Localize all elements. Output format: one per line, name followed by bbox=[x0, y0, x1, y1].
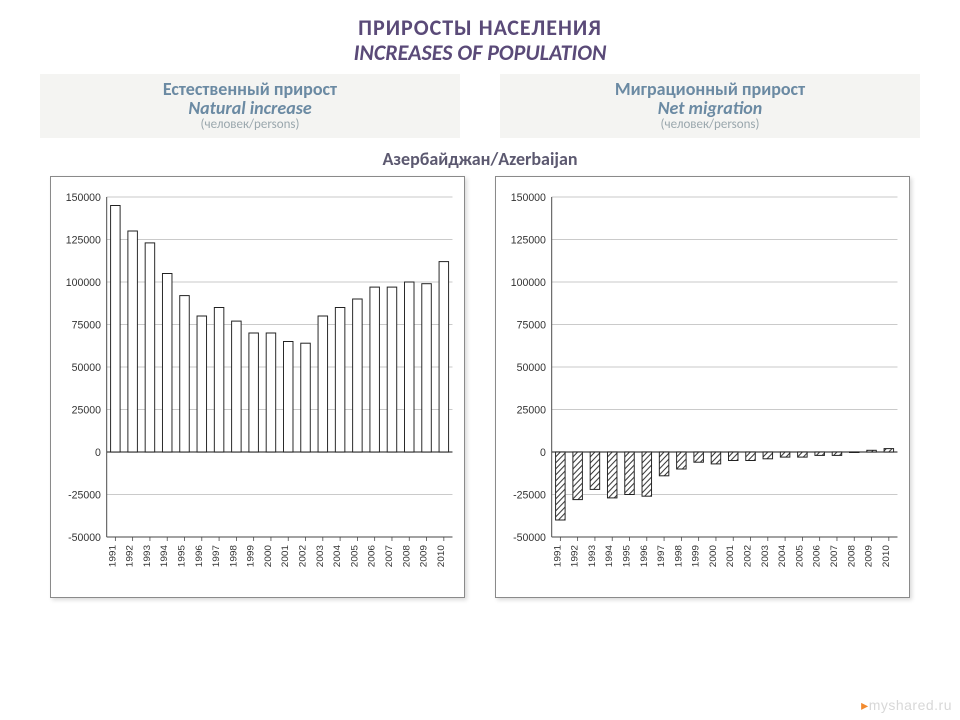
svg-text:50000: 50000 bbox=[517, 362, 546, 374]
country-label: Азербайджан/Azerbaijan bbox=[0, 148, 960, 170]
svg-text:2008: 2008 bbox=[401, 544, 412, 567]
watermark: ▸myshared.ru bbox=[861, 697, 952, 714]
svg-text:2010: 2010 bbox=[881, 544, 892, 567]
svg-text:1997: 1997 bbox=[656, 545, 667, 567]
svg-text:150000: 150000 bbox=[511, 192, 546, 204]
svg-text:125000: 125000 bbox=[66, 234, 101, 246]
svg-text:2009: 2009 bbox=[419, 545, 430, 567]
svg-text:1991: 1991 bbox=[553, 545, 564, 567]
chart-migration: -50000 -25000 0 25000 50000 75000 100000 125000… bbox=[495, 176, 910, 598]
svg-text:2010: 2010 bbox=[436, 544, 447, 567]
svg-text:1998: 1998 bbox=[674, 544, 685, 567]
title-ru: ПРИРОСТЫ НАСЕЛЕНИЯ bbox=[0, 14, 960, 41]
svg-text:2006: 2006 bbox=[812, 544, 823, 567]
chart-natural: -50000 -25000 0 25000 50000 75000 100000 125000… bbox=[50, 176, 465, 598]
svg-text:2001: 2001 bbox=[280, 545, 291, 567]
header-migration: Миграционный прирост Net migration (чело… bbox=[500, 74, 920, 138]
svg-text:1992: 1992 bbox=[570, 545, 581, 567]
svg-text:-50000: -50000 bbox=[68, 532, 101, 544]
svg-text:1994: 1994 bbox=[604, 544, 615, 567]
header-natural-en: Natural increase bbox=[40, 97, 460, 119]
header-migration-en: Net migration bbox=[500, 97, 920, 119]
svg-text:2008: 2008 bbox=[846, 544, 857, 567]
svg-text:0: 0 bbox=[95, 447, 101, 459]
svg-text:75000: 75000 bbox=[72, 319, 101, 331]
svg-text:50000: 50000 bbox=[72, 362, 101, 374]
svg-text:0: 0 bbox=[540, 447, 546, 459]
svg-text:-25000: -25000 bbox=[68, 489, 101, 501]
svg-text:150000: 150000 bbox=[66, 192, 101, 204]
svg-text:1998: 1998 bbox=[229, 544, 240, 567]
header-natural: Естественный прирост Natural increase (ч… bbox=[40, 74, 460, 138]
svg-text:2006: 2006 bbox=[367, 544, 378, 567]
column-headers: Естественный прирост Natural increase (ч… bbox=[0, 74, 960, 138]
svg-text:1996: 1996 bbox=[194, 544, 205, 567]
svg-text:2009: 2009 bbox=[864, 545, 875, 567]
svg-text:1995: 1995 bbox=[177, 544, 188, 567]
svg-text:2002: 2002 bbox=[743, 545, 754, 567]
svg-text:2004: 2004 bbox=[332, 544, 343, 567]
title-en: INCREASES OF POPULATION bbox=[0, 39, 960, 66]
svg-text:2002: 2002 bbox=[298, 545, 309, 567]
svg-text:100000: 100000 bbox=[511, 277, 546, 289]
svg-text:1991: 1991 bbox=[108, 545, 119, 567]
svg-text:2005: 2005 bbox=[795, 544, 806, 567]
svg-text:75000: 75000 bbox=[517, 319, 546, 331]
svg-text:1992: 1992 bbox=[125, 545, 136, 567]
header-natural-unit: (человек/persons) bbox=[40, 117, 460, 132]
svg-text:2005: 2005 bbox=[350, 544, 361, 567]
svg-text:2004: 2004 bbox=[777, 544, 788, 567]
svg-text:100000: 100000 bbox=[66, 277, 101, 289]
svg-text:125000: 125000 bbox=[511, 234, 546, 246]
svg-text:25000: 25000 bbox=[517, 404, 546, 416]
svg-text:2003: 2003 bbox=[760, 544, 771, 567]
svg-text:1993: 1993 bbox=[142, 544, 153, 567]
svg-text:1995: 1995 bbox=[622, 544, 633, 567]
svg-text:25000: 25000 bbox=[72, 404, 101, 416]
svg-text:2007: 2007 bbox=[384, 545, 395, 567]
svg-text:1999: 1999 bbox=[246, 545, 257, 567]
page-title-block: ПРИРОСТЫ НАСЕЛЕНИЯ INCREASES OF POPULATI… bbox=[0, 0, 960, 66]
svg-text:-25000: -25000 bbox=[513, 489, 546, 501]
svg-text:1993: 1993 bbox=[587, 544, 598, 567]
svg-text:2000: 2000 bbox=[263, 544, 274, 567]
svg-text:-50000: -50000 bbox=[513, 532, 546, 544]
svg-text:1994: 1994 bbox=[159, 544, 170, 567]
watermark-text: myshared.ru bbox=[869, 697, 952, 713]
svg-text:1997: 1997 bbox=[211, 545, 222, 567]
watermark-triangle-icon: ▸ bbox=[861, 697, 869, 713]
svg-text:2007: 2007 bbox=[829, 545, 840, 567]
svg-text:2003: 2003 bbox=[315, 544, 326, 567]
svg-text:2000: 2000 bbox=[708, 544, 719, 567]
svg-text:1999: 1999 bbox=[691, 545, 702, 567]
charts-row: -50000 -25000 0 25000 50000 75000 100000 125000… bbox=[0, 176, 960, 598]
svg-text:2001: 2001 bbox=[725, 545, 736, 567]
svg-text:1996: 1996 bbox=[639, 544, 650, 567]
header-migration-unit: (человек/persons) bbox=[500, 117, 920, 132]
